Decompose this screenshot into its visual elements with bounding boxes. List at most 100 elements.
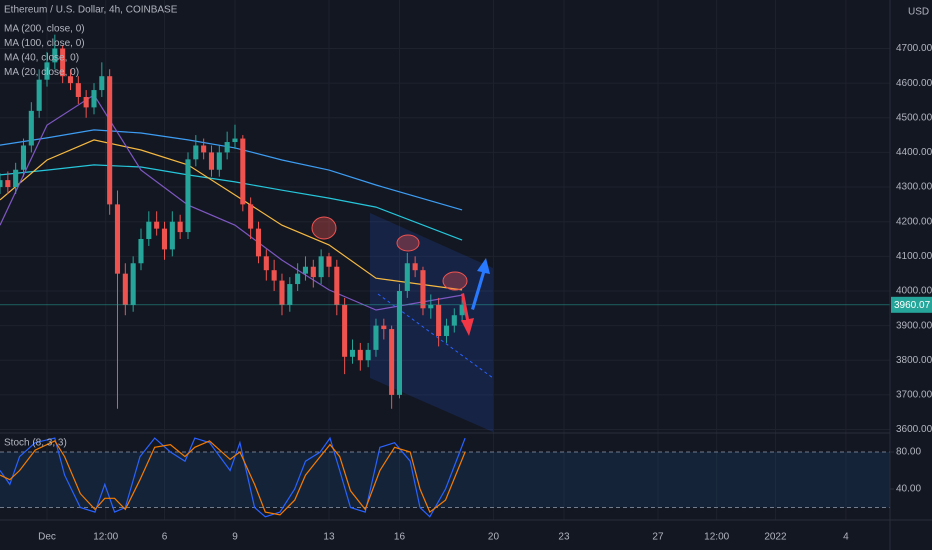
candle-body (420, 270, 426, 309)
candle-body (295, 273, 301, 285)
candle-body (107, 76, 113, 205)
candle-body (248, 204, 254, 229)
candle-body (0, 180, 3, 188)
candle-body (138, 239, 144, 264)
labels: 3600.00 3700.00 3800.00 3900.00 4000.00 4100.… (4, 24, 932, 543)
chart-title: Ethereum / U.S. Dollar, 4h, COINBASE (4, 5, 178, 16)
x-tick-label: 16 (394, 532, 406, 543)
candle-body (302, 266, 309, 274)
candle-body (114, 204, 121, 274)
candle-body (20, 145, 27, 170)
candle-body (130, 263, 136, 305)
legend-entry: MA (20, close, 0) (4, 67, 79, 78)
x-tick-label: 23 (558, 532, 570, 543)
candle-body (5, 180, 11, 188)
candle-body (436, 304, 442, 337)
candle-body (201, 145, 207, 153)
y-tick-label: 3800.00 (896, 355, 932, 366)
x-tick-label: 6 (162, 532, 168, 543)
candle-body (459, 304, 465, 316)
ma-line (0, 164, 463, 241)
candle-body (271, 270, 277, 281)
candle-body (404, 263, 410, 291)
ma-line (0, 139, 463, 291)
candle-body (318, 256, 324, 278)
candle-body (185, 159, 191, 233)
candle-body (83, 96, 89, 108)
up-arrow (471, 258, 490, 310)
stoch-title: Stoch (8, 3, 3) (4, 438, 67, 449)
candle-body (443, 325, 450, 337)
ma-line (0, 129, 463, 211)
plot (0, 34, 890, 518)
x-tick-label: 4 (843, 532, 849, 543)
candle-body (428, 304, 434, 309)
x-tick-label: Dec (38, 532, 56, 543)
x-tick-label: 20 (488, 532, 500, 543)
candle-body (279, 280, 285, 305)
candle-body (36, 79, 42, 111)
y-tick-label: 4400.00 (896, 147, 932, 158)
candle-body (381, 325, 387, 330)
y-tick-label: 3600.00 (896, 424, 932, 435)
x-tick-label: 9 (232, 532, 238, 543)
y-tick-label: 4200.00 (896, 216, 932, 227)
candle-body (146, 221, 152, 240)
candle-body (161, 228, 168, 250)
candle-body (177, 221, 183, 233)
candle-body (216, 152, 222, 170)
candle-body (334, 266, 340, 305)
candle-body (232, 138, 238, 143)
marker-circle (442, 271, 468, 291)
candle-body (169, 221, 175, 250)
marker-circle (311, 216, 337, 240)
candle-body (60, 48, 66, 77)
last-price-label: 3960.07 (894, 300, 931, 311)
candle-body (373, 325, 379, 350)
candle-body (263, 256, 269, 271)
candle-body (208, 152, 215, 170)
legend-entry: MA (40, close, 0) (4, 53, 79, 64)
stoch-line (0, 440, 466, 516)
y-tick-label: 4100.00 (896, 251, 932, 262)
candle-body (154, 221, 160, 229)
candle-body (13, 169, 19, 188)
marker-circle (396, 234, 420, 252)
candle-body (52, 48, 58, 63)
candle-body (287, 284, 293, 305)
ma-line (0, 94, 463, 311)
candle-body (326, 256, 332, 267)
candle-body (365, 349, 371, 361)
y-tick-label: 4600.00 (896, 78, 932, 89)
candle-body (91, 90, 97, 108)
legend-entry: MA (200, close, 0) (4, 24, 85, 35)
candle-body (342, 304, 348, 357)
candle-body (67, 76, 74, 84)
x-tick-label: 13 (323, 532, 335, 543)
candle-body (396, 290, 403, 395)
candle-body (28, 110, 34, 146)
candle-body (193, 145, 199, 160)
candle-body (122, 273, 128, 305)
y-tick-label: 4000.00 (896, 286, 932, 297)
candle-body (44, 62, 50, 80)
x-tick-label: 2022 (764, 532, 787, 543)
candle-body (389, 329, 395, 395)
x-tick-label: 27 (652, 532, 664, 543)
y-tick-label: 4300.00 (896, 182, 932, 193)
candle-body (224, 142, 230, 153)
candle-body (310, 266, 316, 278)
y-tick-label: 3700.00 (896, 390, 932, 401)
x-tick-label: 12:00 (93, 532, 118, 543)
y-tick-label: 3900.00 (896, 320, 932, 331)
y-tick-label: 40.00 (896, 484, 921, 495)
candle-body (255, 228, 262, 257)
candle-body (412, 263, 418, 271)
y-tick-label: 80.00 (896, 447, 921, 458)
candle-body (75, 83, 81, 97)
candle-body (451, 315, 457, 326)
stoch-line (0, 436, 466, 518)
